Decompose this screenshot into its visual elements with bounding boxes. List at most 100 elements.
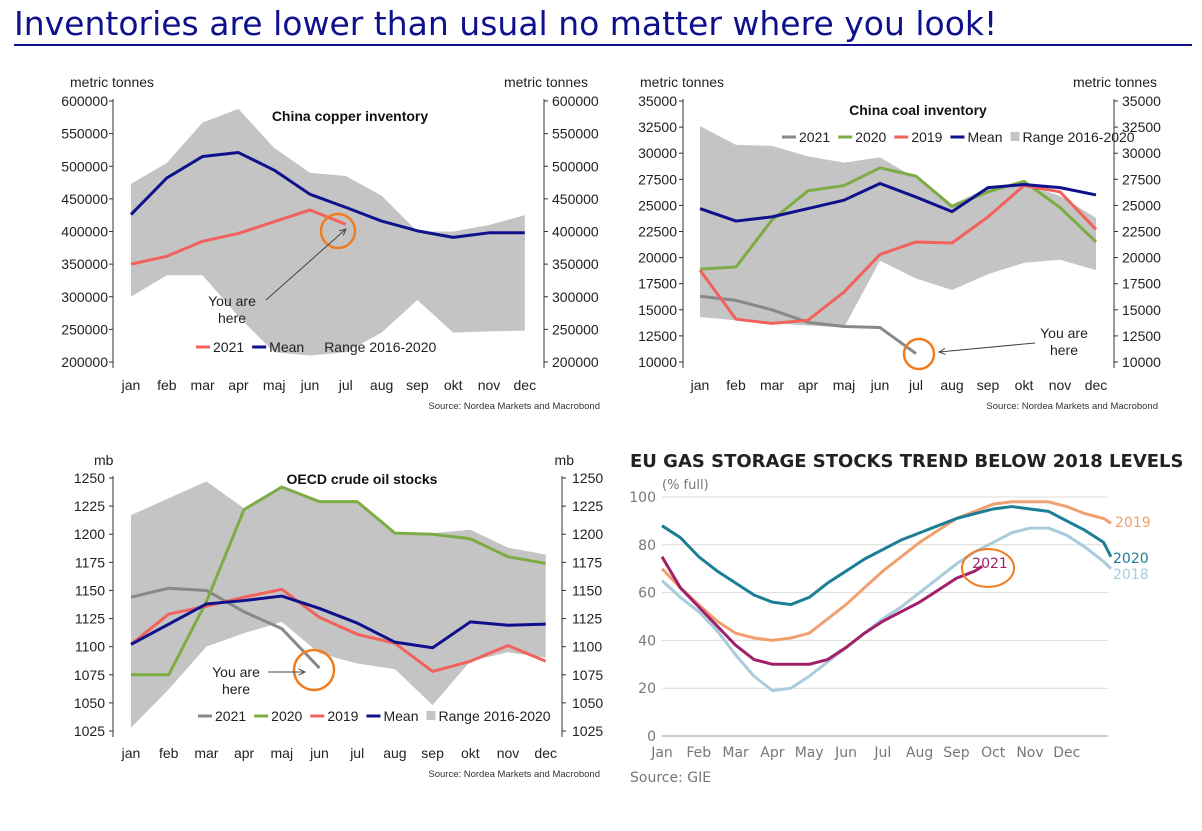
y-tick-label: 250000	[61, 321, 108, 337]
x-tick-label: sep	[421, 745, 444, 761]
chart-source: Source: Nordea Markets and Macrobond	[428, 769, 600, 780]
x-tick-label: okt	[461, 745, 480, 761]
y-tick-label: 0	[647, 729, 656, 745]
x-tick-label: jan	[690, 377, 710, 393]
legend-swatch	[1010, 132, 1020, 141]
y-tick-label: 1125	[572, 611, 602, 627]
x-tick-label: nov	[497, 745, 520, 761]
y-tick-label: 25000	[638, 197, 677, 213]
chart-panel-1: 200000 200000 250000 250000 300000 300000 3500…	[61, 74, 600, 412]
series-line-2021	[130, 208, 347, 266]
y-tick-label: 1075	[74, 667, 105, 683]
legend-label: Mean	[269, 339, 304, 355]
series-end-label: 2018	[1113, 567, 1149, 583]
x-tick-label: maj	[271, 745, 294, 761]
series-end-label: 2019	[1115, 515, 1151, 531]
y-tick-label: 600000	[61, 93, 108, 109]
x-tick-label: feb	[157, 377, 177, 393]
annotation-text: You are	[1040, 325, 1088, 341]
x-tick-label: dec	[1085, 377, 1108, 393]
annotation-text: You are	[208, 293, 256, 309]
legend-label: Range 2016-2020	[1023, 129, 1135, 145]
y-tick-label: 200000	[61, 354, 108, 370]
legend-label: 2019	[911, 129, 942, 145]
x-tick-label: feb	[726, 377, 746, 393]
y-tick-label: 30000	[638, 145, 677, 161]
x-tick-label: Mar	[722, 745, 749, 761]
legend-swatch	[426, 711, 436, 720]
y-tick-label: 1225	[572, 498, 603, 514]
y-unit-left: metric tonnes	[640, 74, 724, 90]
y-tick-label: 20000	[638, 250, 677, 266]
series-line-2019	[660, 500, 1112, 642]
y-tick-label: 15000	[1122, 302, 1161, 318]
x-tick-label: okt	[444, 377, 463, 393]
x-tick-label: dec	[534, 745, 557, 761]
highlight-circle	[902, 337, 936, 371]
y-tick-label: 400000	[552, 224, 599, 240]
chart-title: China coal inventory	[849, 102, 987, 118]
chart-title: China copper inventory	[272, 108, 429, 124]
legend-swatch	[312, 342, 322, 351]
y-unit-left: metric tonnes	[70, 74, 154, 90]
y-tick-label: 300000	[61, 289, 108, 305]
annotation-text: here	[222, 681, 250, 697]
y-tick-label: 1175	[572, 554, 602, 570]
y-unit-right: mb	[555, 452, 575, 468]
y-tick-label: 1075	[572, 667, 603, 683]
x-tick-label: feb	[159, 745, 179, 761]
highlight-circle	[292, 648, 336, 692]
y-tick-label: 35000	[1122, 93, 1161, 109]
y-unit-right: metric tonnes	[1073, 74, 1157, 90]
series-line-mean	[130, 594, 546, 650]
series-line-2020	[131, 485, 546, 677]
y-tick-label: 550000	[552, 126, 599, 142]
y-tick-label: 1225	[74, 498, 105, 514]
x-tick-label: mar	[760, 377, 784, 393]
annotation-arrowhead	[298, 668, 307, 676]
annotation-text: here	[1050, 342, 1078, 358]
y-tick-label: 40	[638, 633, 656, 649]
x-tick-label: jan	[121, 377, 141, 393]
x-tick-label: jan	[121, 745, 141, 761]
y-tick-label: 12500	[1122, 328, 1161, 344]
y-tick-label: 1200	[74, 526, 105, 542]
y-tick-label: 10000	[638, 354, 677, 370]
y-tick-label: 250000	[552, 321, 599, 337]
legend-label: 2020	[271, 708, 302, 724]
x-tick-label: maj	[263, 377, 286, 393]
x-tick-label: Jun	[834, 745, 857, 761]
y-tick-label: 22500	[638, 224, 677, 240]
legend-label: 2021	[799, 129, 830, 145]
series-line-2020	[661, 505, 1113, 607]
x-tick-label: sep	[977, 377, 1000, 393]
chart-source: Source: Nordea Markets and Macrobond	[986, 401, 1158, 412]
legend-label: Mean	[967, 129, 1002, 145]
y-tick-label: 1125	[75, 611, 105, 627]
y-tick-label: 25000	[1122, 197, 1161, 213]
x-tick-label: Dec	[1053, 745, 1080, 761]
y-tick-label: 35000	[638, 93, 677, 109]
x-tick-label: nov	[1049, 377, 1072, 393]
y-tick-label: 1150	[75, 582, 105, 598]
x-tick-label: apr	[234, 745, 255, 761]
x-tick-label: apr	[798, 377, 819, 393]
annotation-text: here	[218, 310, 246, 326]
y-tick-label: 1050	[74, 695, 105, 711]
y-tick-label: 1100	[572, 639, 602, 655]
x-tick-label: nov	[478, 377, 501, 393]
y-unit-left: mb	[94, 452, 114, 468]
y-tick-label: 1175	[75, 554, 105, 570]
x-tick-label: jul	[908, 377, 923, 393]
x-tick-label: Nov	[1016, 745, 1043, 761]
highlight-circle	[961, 548, 1015, 588]
y-tick-label: 32500	[1122, 119, 1161, 135]
chart-panel-3: 1025 1025 1050 1050 1075 1075 1100 1100 1125 1125…	[74, 452, 604, 780]
y-tick-label: 450000	[61, 191, 108, 207]
x-tick-label: mar	[191, 377, 215, 393]
legend-label: Mean	[383, 708, 418, 724]
x-tick-label: aug	[940, 377, 963, 393]
y-tick-label: 100	[629, 490, 656, 506]
x-tick-label: Jul	[873, 745, 891, 761]
x-tick-label: sep	[406, 377, 429, 393]
